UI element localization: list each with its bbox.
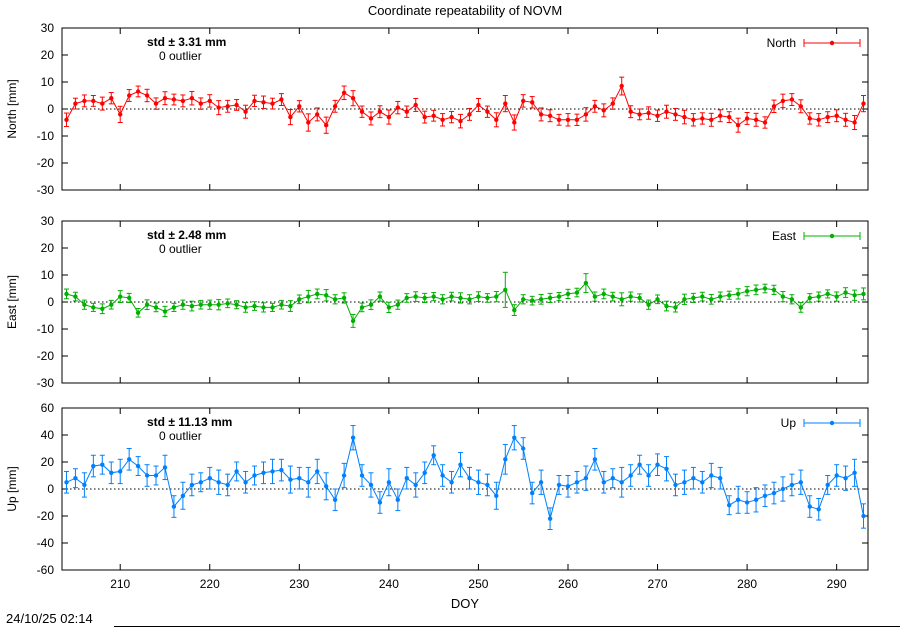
x-tick-label: 230 xyxy=(289,577,309,591)
y-tick-label: 10 xyxy=(41,75,55,89)
timestamp: 24/10/25 02:14 xyxy=(6,611,93,626)
legend-sample xyxy=(803,232,861,240)
y-tick-label: -20 xyxy=(37,349,55,363)
x-tick-label: 210 xyxy=(110,577,130,591)
y-tick-label: 60 xyxy=(41,401,55,415)
x-tick-label: 240 xyxy=(379,577,399,591)
y-tick-label: 0 xyxy=(47,482,54,496)
legend-label: East xyxy=(772,229,797,243)
x-tick-label: 270 xyxy=(648,577,668,591)
x-tick-label: 250 xyxy=(468,577,488,591)
panel-up: -60 -40 -20 0 20 40 60 210 220 230 240 250 260 270 280… xyxy=(5,401,869,591)
y-tick-label: 20 xyxy=(41,48,55,62)
y-tick-label: 0 xyxy=(47,295,54,309)
y-tick-label: 20 xyxy=(41,241,55,255)
series-east xyxy=(63,271,867,328)
x-tick-label: 220 xyxy=(200,577,220,591)
y-tick-label: -60 xyxy=(37,563,55,577)
y-tick-label: 0 xyxy=(47,102,54,116)
std-label: std ± 2.48 mm xyxy=(147,228,226,242)
outlier-label: 0 outlier xyxy=(159,49,202,63)
data-line xyxy=(66,84,864,127)
std-label: std ± 3.31 mm xyxy=(147,35,226,49)
legend-sample xyxy=(803,419,861,427)
error-bars xyxy=(63,76,867,134)
panel-east: -30 -20 -10 0 10 20 30 East [mm] std ± 2.48 mm0 … xyxy=(5,214,869,390)
chart-title: Coordinate repeatability of NOVM xyxy=(367,3,563,18)
panel-north: -30 -20 -10 0 10 20 30 North [mm] std ± 3.31 mm0… xyxy=(5,21,869,197)
y-tick-label: 30 xyxy=(41,214,55,228)
series-north xyxy=(63,76,867,134)
y-tick-label: -10 xyxy=(37,129,55,143)
y-tick-label: 40 xyxy=(41,428,55,442)
x-tick-label: 290 xyxy=(827,577,847,591)
legend-label: North xyxy=(767,36,796,50)
data-points xyxy=(64,83,866,128)
y-tick-label: -20 xyxy=(37,509,55,523)
outlier-label: 0 outlier xyxy=(159,242,202,256)
x-tick-label: 280 xyxy=(737,577,757,591)
legend-label: Up xyxy=(781,416,797,430)
y-tick-label: -40 xyxy=(37,536,55,550)
error-bars xyxy=(63,271,867,328)
x-axis-title: DOY xyxy=(450,596,480,611)
y-tick-label: -30 xyxy=(37,183,55,197)
y-axis-label: Up [mm] xyxy=(5,466,19,511)
y-tick-label: 20 xyxy=(41,455,55,469)
x-tick-label: 260 xyxy=(558,577,578,591)
y-tick-label: -10 xyxy=(37,322,55,336)
data-line xyxy=(66,436,864,519)
y-tick-label: -20 xyxy=(37,156,55,170)
y-axis-label: North [mm] xyxy=(5,79,19,138)
series-up xyxy=(63,425,867,530)
data-points xyxy=(64,280,866,324)
std-label: std ± 11.13 mm xyxy=(147,415,232,429)
y-tick-label: 30 xyxy=(41,21,55,35)
y-tick-label: 10 xyxy=(41,268,55,282)
data-points xyxy=(64,435,866,521)
y-tick-label: -30 xyxy=(37,376,55,390)
outlier-label: 0 outlier xyxy=(159,429,202,443)
y-axis-label: East [mm] xyxy=(5,275,19,329)
legend-sample xyxy=(803,39,861,47)
bottom-divider xyxy=(114,626,900,627)
